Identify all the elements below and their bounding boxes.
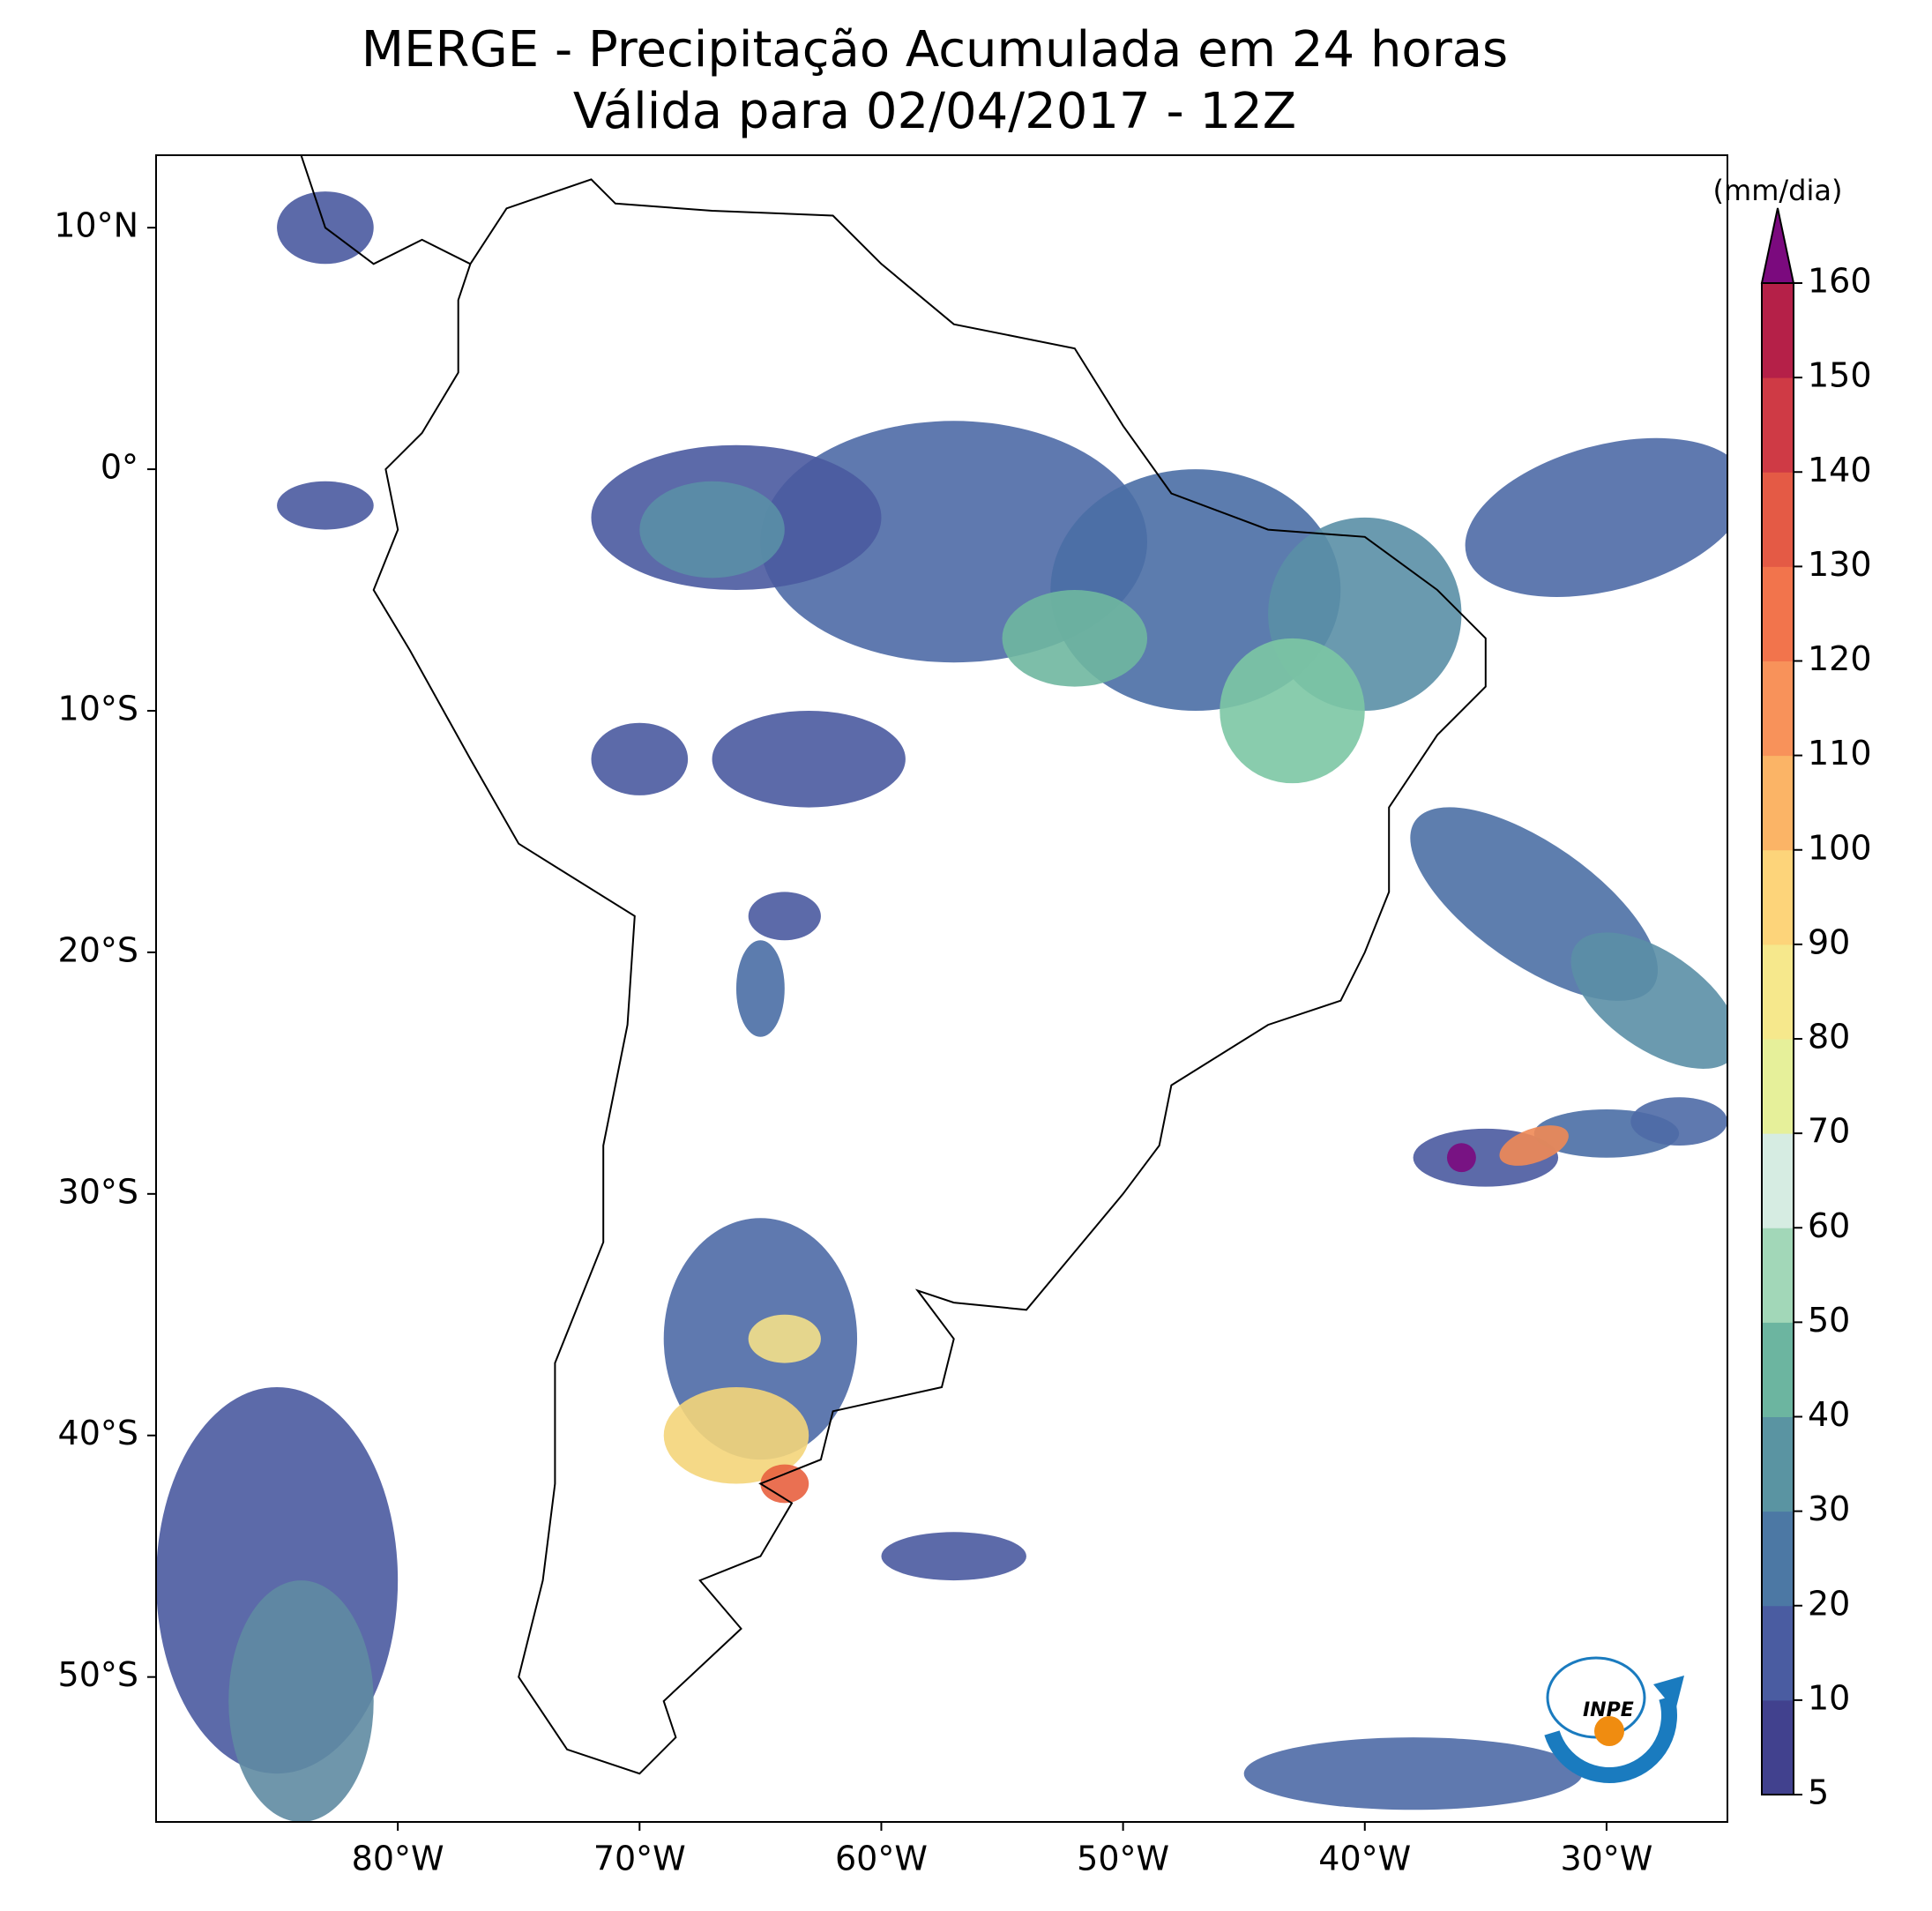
precipitation-area: [1465, 437, 1727, 597]
colorbar-band: [1762, 1605, 1794, 1701]
precipitation-area: [881, 1532, 1026, 1581]
y-tick-label: 10°N: [54, 206, 138, 245]
y-tick-label: 10°S: [58, 690, 138, 728]
plot-frame: [155, 154, 1728, 1823]
colorbar-band: [1762, 1133, 1794, 1228]
colorbar-band: [1762, 1322, 1794, 1417]
precipitation-area: [735, 940, 785, 1037]
colorbar-tick-label: 150: [1808, 356, 1872, 395]
x-tick-label: 80°W: [352, 1840, 444, 1878]
colorbar-tick-label: 70: [1808, 1112, 1850, 1151]
colorbar-tick-label: 5: [1808, 1773, 1829, 1812]
precipitation-area: [591, 722, 689, 795]
precipitation-area: [228, 1580, 374, 1822]
colorbar-tick-label: 110: [1808, 734, 1872, 773]
colorbar-tick-label: 100: [1808, 828, 1872, 867]
colorbar-band: [1762, 1699, 1794, 1795]
precipitation-area: [1220, 638, 1365, 784]
colorbar-band: [1762, 661, 1794, 757]
colorbar-tick-label: 60: [1808, 1206, 1850, 1245]
colorbar-band: [1762, 755, 1794, 851]
precipitation-area: [1446, 1143, 1476, 1173]
colorbar-band: [1762, 849, 1794, 945]
colorbar-band: [1762, 1416, 1794, 1512]
y-tick-label: 20°S: [58, 930, 138, 969]
x-tick-label: 50°W: [1077, 1840, 1169, 1878]
y-tick-label: 0°: [101, 448, 138, 487]
precipitation-area: [277, 481, 374, 530]
colorbar-tick-label: 40: [1808, 1395, 1850, 1434]
x-tick-label: 60°W: [835, 1840, 928, 1878]
chart-title: MERGE - Precipitação Acumulada em 24 hor…: [362, 21, 1508, 78]
svg-text:INPE: INPE: [1583, 1699, 1634, 1721]
colorbar-tick-label: 130: [1808, 545, 1872, 584]
colorbar-tick-label: 160: [1808, 262, 1872, 301]
colorbar-band: [1762, 472, 1794, 567]
colorbar-tick-label: 50: [1808, 1301, 1850, 1340]
colorbar-label: (mm/dia): [1713, 174, 1843, 207]
y-tick-label: 40°S: [58, 1414, 138, 1452]
precipitation-area: [1570, 932, 1727, 1069]
x-tick-label: 30°W: [1560, 1840, 1652, 1878]
colorbar-tick-label: 20: [1808, 1584, 1850, 1623]
precipitation-area: [760, 1464, 809, 1504]
colorbar-band: [1762, 1228, 1794, 1323]
colorbar-band: [1762, 1039, 1794, 1134]
colorbar-tick-label: 120: [1808, 639, 1872, 678]
precipitation-area: [748, 892, 821, 941]
precipitation-area: [639, 481, 785, 579]
precipitation-area: [712, 711, 906, 808]
y-tick-label: 30°S: [58, 1172, 138, 1211]
inpe-logo: INPE: [1544, 1656, 1684, 1783]
colorbar-extension: [1760, 207, 1795, 284]
map-area: [156, 155, 1727, 1822]
colorbar-tick-label: 80: [1808, 1018, 1850, 1056]
colorbar-tick-label: 140: [1808, 451, 1872, 489]
colorbar-band: [1762, 1511, 1794, 1607]
precipitation-area: [1243, 1737, 1583, 1810]
y-tick-label: 50°S: [58, 1655, 138, 1694]
precipitation-area: [1499, 1125, 1569, 1166]
coastline: [300, 155, 1487, 1775]
colorbar-band: [1762, 944, 1794, 1040]
precipitation-area: [748, 1314, 821, 1363]
precipitation-area: [1630, 1097, 1727, 1146]
colorbar-tick-label: 90: [1808, 922, 1850, 961]
x-tick-label: 70°W: [593, 1840, 686, 1878]
chart-subtitle: Válida para 02/04/2017 - 12Z: [573, 83, 1296, 140]
colorbar-band: [1762, 566, 1794, 661]
colorbar-band: [1762, 377, 1794, 473]
x-tick-label: 40°W: [1318, 1840, 1411, 1878]
precipitation-area: [663, 1386, 809, 1484]
colorbar-band: [1762, 283, 1794, 378]
colorbar-tick-label: 10: [1808, 1678, 1850, 1717]
colorbar-tick-label: 30: [1808, 1489, 1850, 1528]
precipitation-area: [1002, 590, 1148, 687]
